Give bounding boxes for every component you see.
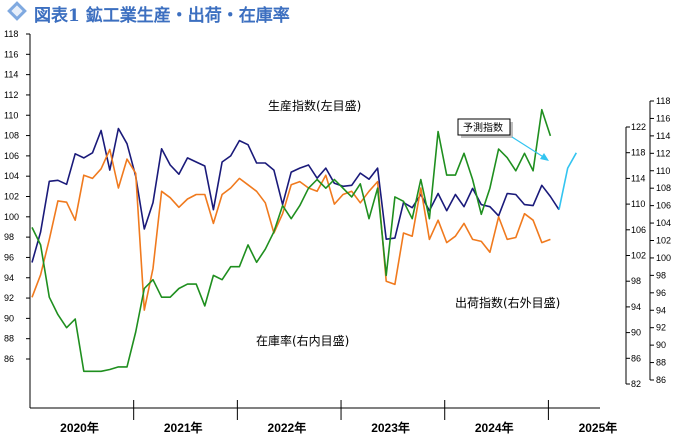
forecast-callout: 予測指数 [457, 118, 549, 161]
left-tick-label: 88 [4, 334, 14, 344]
x-tick-label: 2022年 [268, 420, 307, 435]
series-line [558, 152, 577, 210]
inner-tick-label: 110 [656, 166, 670, 176]
outer-tick-label: 94 [631, 302, 641, 312]
inner-tick-label: 90 [656, 340, 666, 350]
chart-title: 図表1 鉱工業生産・出荷・在庫率 [34, 5, 290, 26]
left-tick-label: 118 [4, 29, 18, 39]
left-tick-label: 108 [4, 131, 19, 141]
x-tick-label: 2023年 [371, 420, 410, 435]
right-inner-axis-ticks: 86 88 90 92 94 96 98 100 102 104 106 108 110 112 114 11… [650, 96, 671, 385]
forecast-label: 予測指数 [463, 121, 503, 134]
inner-tick-label: 104 [656, 218, 671, 228]
inner-tick-label: 114 [656, 131, 670, 141]
x-tick-label: 2021年 [164, 420, 203, 435]
left-tick-label: 100 [4, 212, 19, 222]
axes [29, 34, 651, 409]
outer-tick-label: 90 [631, 328, 641, 338]
left-tick-label: 86 [4, 354, 14, 364]
inner-tick-label: 94 [656, 305, 666, 315]
right-outer-axis-ticks: 82 86 90 94 98 102 106 110 114 118 122 [626, 122, 646, 389]
x-tick-label: 2025年 [579, 420, 618, 435]
inner-tick-label: 100 [656, 253, 671, 263]
diamond-icon [7, 1, 27, 21]
inner-tick-label: 96 [656, 288, 666, 298]
outer-tick-label: 122 [631, 122, 646, 132]
outer-tick-label: 106 [631, 225, 646, 235]
inner-tick-label: 98 [656, 270, 666, 280]
inner-tick-label: 112 [656, 148, 670, 158]
left-tick-label: 90 [4, 313, 14, 323]
left-tick-label: 92 [4, 293, 14, 303]
inner-tick-label: 108 [656, 183, 671, 193]
outer-tick-label: 82 [631, 379, 641, 389]
production-annotation: 生産指数(左目盛) [268, 98, 361, 113]
x-axis-ticks: 2020年 2021年 2022年 2023年 2024年 2025年 [60, 400, 617, 435]
left-tick-label: 112 [4, 90, 18, 100]
callout-arrow-head [540, 153, 549, 161]
outer-tick-label: 110 [631, 199, 645, 209]
inner-tick-label: 116 [656, 113, 670, 123]
callout-arrow-line [511, 136, 546, 159]
left-tick-label: 96 [4, 252, 14, 262]
series-line [31, 127, 560, 263]
left-tick-label: 114 [4, 70, 18, 80]
x-tick-label: 2024年 [475, 420, 514, 435]
callout-box [457, 118, 511, 136]
inventory-annotation: 在庫率(右内目盛) [256, 333, 349, 348]
left-tick-label: 106 [4, 151, 19, 161]
title-group: 図表1 鉱工業生産・出荷・在庫率 [7, 1, 290, 26]
inner-tick-label: 102 [656, 236, 671, 246]
left-tick-label: 102 [4, 192, 19, 202]
outer-tick-label: 102 [631, 251, 646, 261]
inner-tick-label: 118 [656, 96, 670, 106]
series-layer [31, 108, 577, 373]
outer-tick-label: 98 [631, 276, 641, 286]
series-line [31, 108, 552, 373]
series-line [31, 148, 551, 311]
inner-tick-label: 86 [656, 375, 666, 385]
left-tick-label: 94 [4, 273, 14, 283]
left-tick-label: 110 [4, 110, 18, 120]
outer-tick-label: 86 [631, 353, 641, 363]
inner-tick-label: 106 [656, 201, 671, 211]
left-axis-ticks: 86 88 90 92 94 96 98 100 102 104 106 108 110 112 114 11… [4, 29, 30, 364]
outer-tick-label: 118 [631, 148, 645, 158]
x-tick-label: 2020年 [60, 420, 99, 435]
left-tick-label: 98 [4, 232, 14, 242]
inner-tick-label: 88 [656, 358, 666, 368]
left-tick-label: 104 [4, 171, 19, 181]
left-tick-label: 116 [4, 49, 18, 59]
shipments-annotation: 出荷指数(右外目盛) [455, 295, 560, 310]
inner-tick-label: 92 [656, 323, 666, 333]
outer-tick-label: 114 [631, 173, 645, 183]
